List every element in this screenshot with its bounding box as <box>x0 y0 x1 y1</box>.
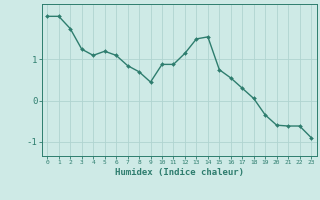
X-axis label: Humidex (Indice chaleur): Humidex (Indice chaleur) <box>115 168 244 177</box>
